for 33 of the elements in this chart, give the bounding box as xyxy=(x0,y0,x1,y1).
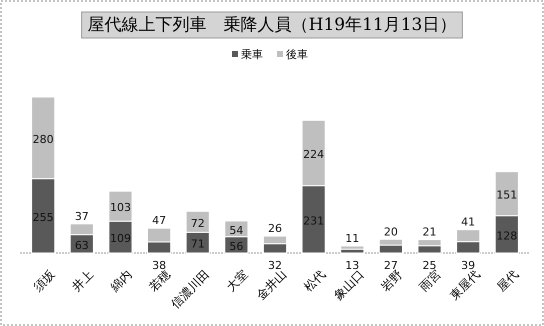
data-label: 63 xyxy=(74,238,89,252)
x-tick-label: 屋代 xyxy=(494,267,522,294)
x-tick-label: 須坂 xyxy=(30,267,58,294)
data-label: 26 xyxy=(268,222,282,236)
data-label: 20 xyxy=(384,225,398,238)
data-label: 11 xyxy=(345,232,360,245)
x-tick-label: 松代 xyxy=(301,267,328,294)
data-label: 41 xyxy=(461,216,476,229)
data-label: 54 xyxy=(229,224,244,237)
data-label: 128 xyxy=(496,229,518,242)
x-tick-label: 大室 xyxy=(224,267,251,294)
x-tick-label: 井上 xyxy=(69,267,96,294)
data-label: 37 xyxy=(74,210,89,223)
data-label: 103 xyxy=(110,201,131,214)
data-label: 32 xyxy=(268,259,282,272)
data-label: 21 xyxy=(422,226,437,239)
x-tick-label: 綿内 xyxy=(107,267,135,295)
data-label: 39 xyxy=(461,259,476,272)
bar xyxy=(340,246,364,250)
data-label: 224 xyxy=(303,148,324,161)
chart-title: 屋代線上下列車 乗降人員（H19年11月13日） xyxy=(88,15,456,35)
data-label: 56 xyxy=(229,240,244,253)
data-label: 151 xyxy=(496,188,518,202)
legend-label: 後車 xyxy=(286,48,308,61)
data-label: 109 xyxy=(110,232,131,246)
data-label: 255 xyxy=(32,210,54,224)
data-label: 280 xyxy=(32,132,54,146)
data-label: 13 xyxy=(345,259,360,272)
data-label: 47 xyxy=(152,214,166,228)
data-label: 71 xyxy=(190,238,205,251)
legend-label: 乗車 xyxy=(241,48,263,61)
data-label: 231 xyxy=(303,214,324,228)
data-label: 72 xyxy=(190,216,205,230)
